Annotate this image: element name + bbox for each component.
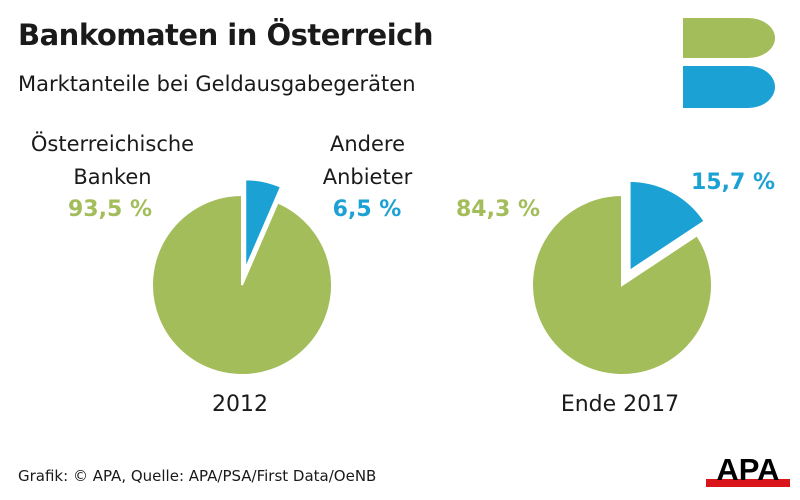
legend-banks-line2: Banken bbox=[73, 165, 152, 189]
pie-2012 bbox=[151, 178, 333, 376]
legend-other-line1: Andere bbox=[329, 132, 406, 156]
apa-logo: APA bbox=[706, 452, 790, 487]
pie-title-2017: Ende 2017 bbox=[560, 392, 680, 417]
svg-text:APA: APA bbox=[716, 452, 779, 487]
brand-logo-icon bbox=[683, 18, 775, 108]
pie-slice-other bbox=[628, 179, 707, 273]
chart-title: Bankomaten in Österreich bbox=[18, 18, 434, 52]
pie-slice-other bbox=[244, 178, 283, 270]
legend-banks: Österreichische Banken bbox=[10, 128, 215, 194]
legend-other-line2: Anbieter bbox=[322, 165, 413, 189]
pie-ende-2017 bbox=[531, 179, 713, 376]
pct-2012-other: 6,5 % bbox=[332, 197, 402, 222]
pct-2012-banks: 93,5 % bbox=[68, 197, 152, 222]
pie-slice-banks bbox=[151, 193, 333, 376]
pie-slice-banks bbox=[531, 193, 713, 376]
source-credit: Grafik: © APA, Quelle: APA/PSA/First Dat… bbox=[18, 467, 377, 485]
legend-other: Andere Anbieter bbox=[300, 128, 435, 194]
legend-banks-line1: Österreichische bbox=[30, 132, 195, 156]
chart-subtitle: Marktanteile bei Geldausgabegeräten bbox=[18, 72, 416, 96]
pct-2017-other: 15,7 % bbox=[691, 170, 775, 195]
pie-title-2012: 2012 bbox=[212, 392, 268, 417]
pct-2017-banks: 84,3 % bbox=[456, 197, 540, 222]
